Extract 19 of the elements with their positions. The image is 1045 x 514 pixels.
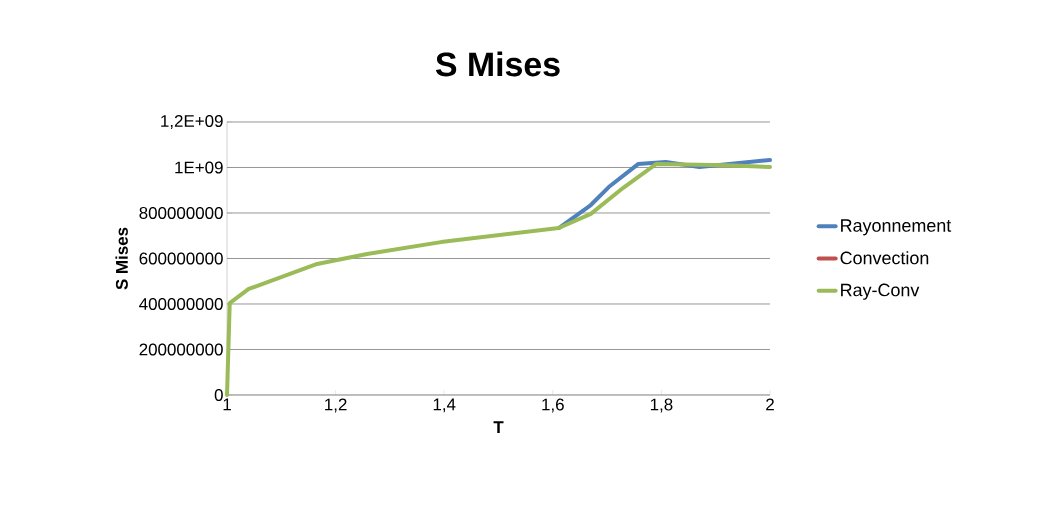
y-tick-label: 400000000 xyxy=(139,297,223,310)
x-tick-label: 1,6 xyxy=(542,398,564,413)
x-tick-label: 1 xyxy=(223,398,231,411)
x-tick-label: 1,4 xyxy=(433,398,456,413)
y-tick-label: 1,2E+09 xyxy=(161,114,223,129)
x-tick-label: 2 xyxy=(766,398,774,411)
chart-title: S Mises xyxy=(435,51,560,77)
x-tick-label: 1,8 xyxy=(650,398,673,413)
legend-label: Rayonnement xyxy=(841,219,952,236)
x-axis-title: T xyxy=(493,421,504,433)
y-tick-label: 800000000 xyxy=(139,206,223,219)
x-tick-label: 1,2 xyxy=(325,398,347,413)
y-axis-title: S Mises xyxy=(115,227,128,290)
legend-label: Convection xyxy=(840,251,929,265)
y-tick-label: 1E+09 xyxy=(175,161,223,174)
y-tick-label: 600000000 xyxy=(139,252,223,265)
legend-label: Ray-Conv xyxy=(841,283,920,300)
y-tick-label: 0 xyxy=(214,388,223,401)
y-tick-label: 200000000 xyxy=(139,343,223,356)
